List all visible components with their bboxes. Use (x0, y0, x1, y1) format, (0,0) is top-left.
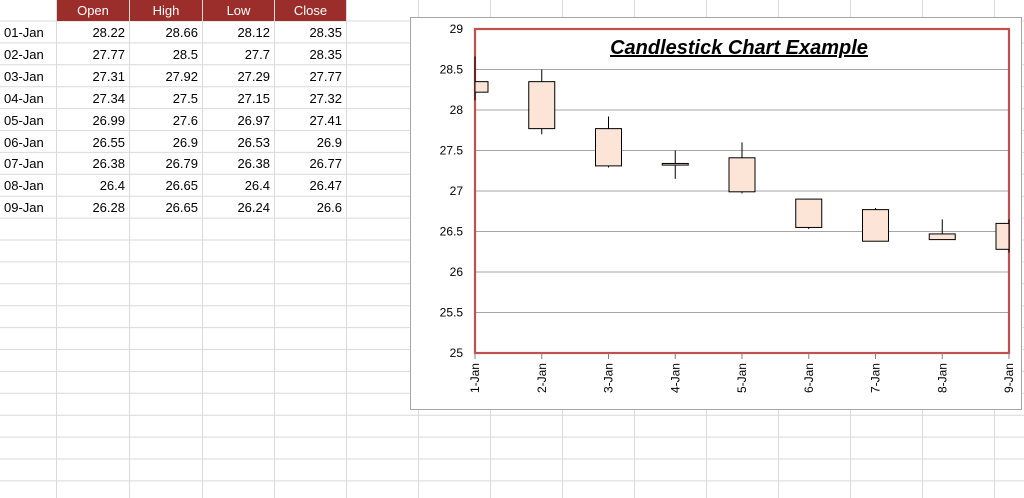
low-cell[interactable]: 28.12 (237, 25, 270, 40)
x-tick-label: 8-Jan (935, 363, 949, 393)
high-cell[interactable]: 28.66 (165, 25, 198, 40)
y-tick-label: 25.5 (440, 306, 464, 320)
close-cell[interactable]: 27.77 (309, 68, 342, 84)
open-cell[interactable]: 26.99 (92, 112, 125, 128)
close-cell[interactable]: 26.9 (316, 134, 342, 150)
date-cell[interactable]: 02-Jan (4, 46, 44, 62)
chart-title: Candlestick Chart Example (610, 37, 868, 59)
candle-body (795, 198, 823, 228)
date-cell[interactable]: 01-Jan (4, 25, 44, 40)
candle-body (528, 81, 556, 130)
high-cell[interactable]: 27.92 (165, 68, 198, 84)
low-cell[interactable]: 26.38 (237, 156, 270, 172)
x-tick-label: 4-Jan (668, 363, 682, 393)
open-cell[interactable]: 27.77 (92, 46, 125, 62)
open-cell[interactable]: 28.22 (92, 25, 125, 40)
y-tick-label: 26 (450, 265, 464, 279)
close-cell[interactable]: 26.77 (309, 156, 342, 172)
close-cell[interactable]: 28.35 (309, 46, 342, 62)
candlestick-chart[interactable]: 25 25.5 26 26.5 27 27.5 28 28.5 29 Candlestick Ch… (410, 17, 1022, 410)
high-cell[interactable]: 26.65 (165, 200, 198, 216)
close-cell[interactable]: 26.47 (309, 178, 342, 194)
date-cell[interactable]: 08-Jan (4, 178, 44, 194)
high-cell[interactable]: 27.6 (172, 112, 198, 128)
y-tick-label: 25 (450, 346, 464, 360)
open-cell[interactable]: 26.28 (92, 200, 125, 216)
y-tick-label: 28.5 (440, 63, 464, 77)
low-cell[interactable]: 26.97 (237, 112, 270, 128)
low-cell[interactable]: 27.15 (237, 90, 270, 106)
high-cell[interactable]: 26.65 (165, 178, 198, 194)
close-cell[interactable]: 27.41 (309, 112, 342, 128)
y-tick-label: 27 (450, 184, 464, 198)
candle-body (474, 81, 489, 93)
column-header-high: High (130, 0, 202, 21)
candle-body (728, 157, 756, 193)
column-header-close: Close (275, 0, 346, 21)
y-tick-label: 28 (450, 103, 464, 117)
low-cell[interactable]: 26.24 (237, 200, 270, 216)
x-tick-label: 6-Jan (802, 363, 816, 393)
y-tick-label: 26.5 (440, 225, 464, 239)
open-cell[interactable]: 26.38 (92, 156, 125, 172)
x-tick-label: 7-Jan (869, 363, 883, 393)
x-tick-label: 3-Jan (602, 363, 616, 393)
candle-body (661, 162, 689, 166)
close-cell[interactable]: 27.32 (309, 90, 342, 106)
column-header-open: Open (57, 0, 129, 21)
low-cell[interactable]: 27.29 (237, 68, 270, 84)
low-cell[interactable]: 27.7 (244, 46, 270, 62)
date-cell[interactable]: 04-Jan (4, 90, 44, 106)
candle-body (995, 222, 1010, 250)
date-cell[interactable]: 07-Jan (4, 156, 44, 172)
candle-body (595, 128, 622, 167)
open-cell[interactable]: 26.55 (92, 134, 125, 150)
close-cell[interactable]: 26.6 (316, 200, 342, 216)
high-cell[interactable]: 27.5 (172, 90, 198, 106)
date-cell[interactable]: 03-Jan (4, 68, 44, 84)
candle-body (928, 233, 956, 241)
date-cell[interactable]: 09-Jan (4, 200, 44, 216)
date-cell[interactable]: 06-Jan (4, 134, 44, 150)
y-tick-label: 27.5 (440, 144, 464, 158)
close-cell[interactable]: 28.35 (309, 25, 342, 40)
column-header-low: Low (203, 0, 274, 21)
x-tick-label: 2-Jan (535, 363, 549, 393)
date-cell[interactable]: 05-Jan (4, 112, 44, 128)
open-cell[interactable]: 27.31 (92, 68, 125, 84)
high-cell[interactable]: 26.9 (172, 134, 198, 150)
chart-canvas: 25 25.5 26 26.5 27 27.5 28 28.5 29 Candlestick Ch… (440, 22, 1016, 393)
y-tick-label: 29 (450, 22, 464, 36)
high-cell[interactable]: 28.5 (172, 46, 198, 62)
low-cell[interactable]: 26.4 (244, 178, 270, 194)
x-tick-label: 1-Jan (468, 363, 482, 393)
open-cell[interactable]: 27.34 (92, 90, 125, 106)
candle-body (862, 209, 889, 242)
x-tick-label: 5-Jan (735, 363, 749, 393)
low-cell[interactable]: 26.53 (237, 134, 270, 150)
x-tick-label: 9-Jan (1002, 363, 1016, 393)
open-cell[interactable]: 26.4 (99, 178, 125, 194)
high-cell[interactable]: 26.79 (165, 156, 198, 172)
